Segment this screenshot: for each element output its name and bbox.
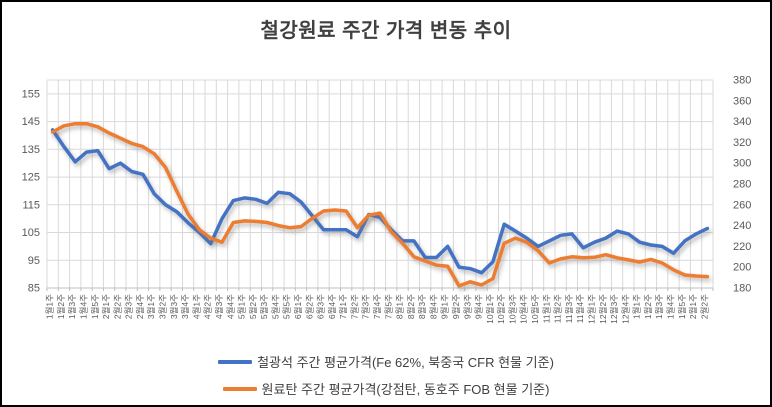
- x-axis-category-label: 2월3주: [124, 294, 134, 319]
- x-axis-category-label: 1월3주: [67, 294, 77, 319]
- legend-label-iron-ore: 철광석 주간 평균가격(Fe 62%, 북중국 CFR 현물 기준): [257, 355, 554, 370]
- left-axis-tick-label: 155: [22, 88, 40, 100]
- x-axis-category-label: 11월3주: [564, 294, 574, 323]
- x-axis-category-label: 1월3주: [654, 294, 664, 319]
- x-axis-category-label: 7월2주: [349, 294, 359, 319]
- x-axis-category-label: 12월3주: [609, 294, 619, 324]
- x-axis-category-label: 5월1주: [237, 294, 247, 319]
- x-axis-category-label: 6월4주: [327, 294, 337, 319]
- x-axis-category-label: 2월1주: [688, 294, 698, 319]
- x-axis-category-label: 2월2주: [699, 294, 709, 319]
- legend-item-iron-ore: 철광석 주간 평균가격(Fe 62%, 북중국 CFR 현물 기준): [218, 352, 554, 371]
- chart-title: 철강원료 주간 가격 변동 추이: [260, 20, 512, 42]
- x-axis-category-label: 3월4주: [180, 294, 190, 319]
- x-axis-category-label: 1월1주: [45, 294, 55, 319]
- x-axis-category-label: 11월4주: [575, 294, 585, 323]
- x-axis-category-label: 6월2주: [304, 294, 314, 319]
- x-axis-category-label: 11월2주: [553, 294, 563, 323]
- x-axis-category-label: 8월4주: [428, 294, 438, 319]
- x-axis-category-label: 5월2주: [248, 294, 258, 319]
- x-axis-category-label: 12월4주: [620, 294, 630, 324]
- legend-item-coking-coal: 원료탄 주간 평균가격(강점탄, 동호주 FOB 현물 기준): [222, 379, 550, 398]
- x-axis-category-label: 11월1주: [541, 294, 551, 323]
- x-axis-category-label: 8월3주: [417, 294, 427, 319]
- x-axis-category-label: 5월5주: [282, 294, 292, 319]
- x-axis-category-label: 1월1주: [632, 294, 642, 319]
- x-axis-category-label: 4월1주: [191, 294, 201, 319]
- x-axis-category-label: 4월3주: [214, 294, 224, 319]
- x-axis-category-label: 7월4주: [372, 294, 382, 319]
- x-axis-category-label: 1월5주: [90, 294, 100, 319]
- left-axis-tick-label: 145: [22, 116, 40, 128]
- left-axis-tick-label: 115: [22, 199, 40, 211]
- right-axis-tick-label: 320: [733, 137, 751, 149]
- left-axis-tick-label: 105: [22, 227, 40, 239]
- x-axis-category-label: 12월2주: [598, 294, 608, 324]
- x-axis-category-label: 6월1주: [293, 294, 303, 319]
- iron-ore-series-line: [50, 128, 710, 275]
- left-axis-tick-label: 125: [22, 172, 40, 184]
- x-axis-category-label: 1월4주: [79, 294, 89, 319]
- right-axis-tick-label: 280: [733, 179, 751, 191]
- right-axis-tick-label: 360: [733, 95, 751, 107]
- x-axis-category-label: 5월3주: [259, 294, 269, 319]
- x-axis-category-label: 3월2주: [158, 294, 168, 319]
- x-axis-category-label: 7월1주: [338, 294, 348, 319]
- legend: 철광석 주간 평균가격(Fe 62%, 북중국 CFR 현물 기준) 원료탄 주…: [2, 352, 770, 398]
- x-axis-category-label: 9월2주: [451, 294, 461, 319]
- left-axis-tick-label: 135: [22, 144, 40, 156]
- x-axis-category-label: 1월2주: [56, 294, 66, 319]
- right-axis-tick-label: 260: [733, 199, 751, 211]
- x-axis-category-label: 9월1주: [440, 294, 450, 319]
- x-axis-category-label: 2월1주: [101, 294, 111, 319]
- x-axis-category-label: 6월3주: [316, 294, 326, 319]
- x-axis-category-label: 10월2주: [496, 294, 506, 324]
- x-axis-category-label: 9월3주: [462, 294, 472, 319]
- coking-coal-series-line: [50, 121, 710, 288]
- left-axis-tick-label: 85: [28, 283, 40, 295]
- x-axis-category-label: 5월4주: [270, 294, 280, 319]
- x-axis-category-label: 1월5주: [677, 294, 687, 319]
- x-axis-category-label: 9월4주: [474, 294, 484, 319]
- legend-label-coking-coal: 원료탄 주간 평균가격(강점탄, 동호주 FOB 현물 기준): [261, 382, 550, 397]
- x-axis-category-label: 10월5주: [530, 294, 540, 324]
- x-axis-category-label: 4월2주: [203, 294, 213, 319]
- right-axis-tick-label: 340: [733, 116, 751, 128]
- x-axis-category-label: 10월4주: [519, 294, 529, 324]
- x-axis-category-label: 10월3주: [508, 294, 518, 324]
- right-axis-tick-label: 240: [733, 220, 751, 232]
- x-axis-category-label: 1월4주: [666, 294, 676, 319]
- x-axis-category-label: 3월3주: [169, 294, 179, 319]
- x-axis-category-label: 8월2주: [406, 294, 416, 319]
- x-axis-category-label: 3월1주: [146, 294, 156, 319]
- left-axis-tick-label: 95: [28, 255, 40, 267]
- right-axis-tick-label: 200: [733, 262, 751, 274]
- x-axis-category-label: 4월4주: [225, 294, 235, 319]
- x-axis-category-label: 1월2주: [643, 294, 653, 319]
- right-axis-tick-label: 220: [733, 241, 751, 253]
- iron-ore-line-swatch: [218, 359, 253, 364]
- x-axis-category-label: 7월5주: [383, 294, 393, 319]
- right-axis-tick-label: 300: [733, 158, 751, 170]
- x-axis-category-label: 2월2주: [112, 294, 122, 319]
- right-axis-tick-label: 380: [733, 75, 751, 87]
- x-axis-category-label: 8월1주: [395, 294, 405, 319]
- coking-coal-line-swatch: [222, 386, 257, 391]
- right-axis-tick-label: 180: [733, 283, 751, 295]
- x-axis-category-label: 12월1주: [587, 294, 597, 324]
- x-axis-category-label: 10월1주: [485, 294, 495, 324]
- x-axis-category-label: 2월4주: [135, 294, 145, 319]
- x-axis-category-label: 7월3주: [361, 294, 371, 319]
